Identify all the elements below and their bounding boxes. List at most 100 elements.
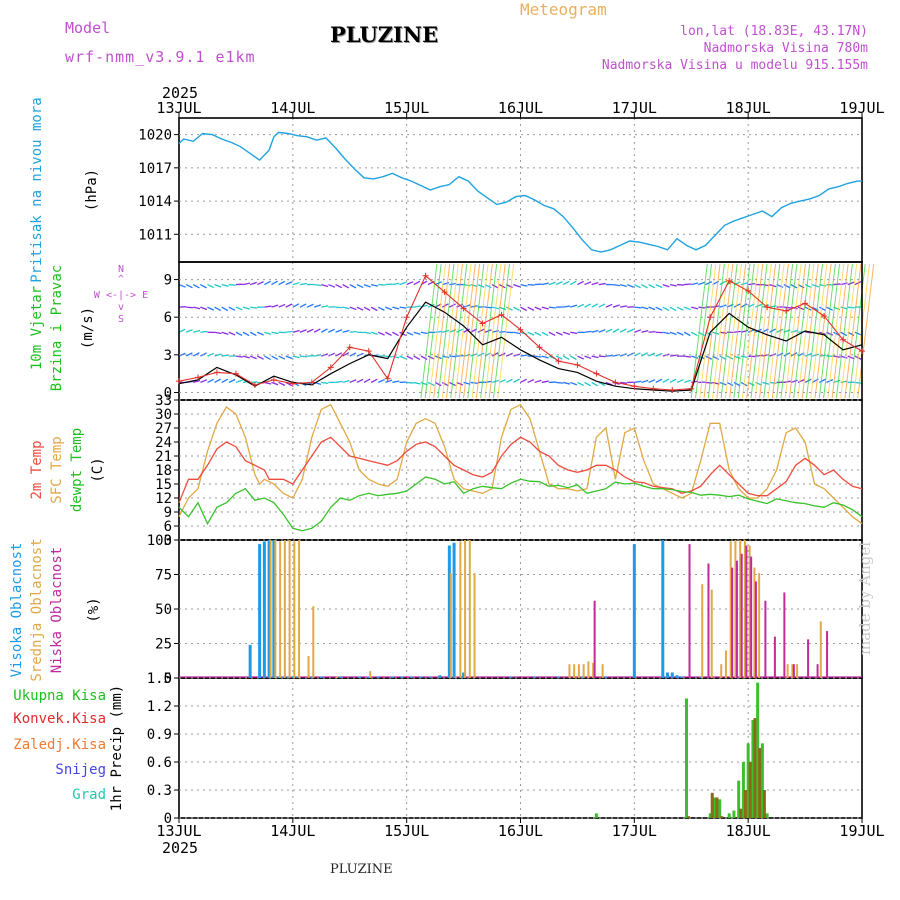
wind-band-arrow [392, 282, 400, 286]
wind-band-arrow [683, 306, 691, 311]
cloud-mid-bar [753, 567, 756, 678]
strong-wind-arrow [857, 263, 875, 399]
wind-band-arrow [591, 355, 599, 359]
wind-band-arrow [484, 306, 492, 309]
wind-band-arrow [584, 355, 592, 360]
wind-band-arrow [598, 329, 606, 333]
wind-band-arrow [520, 283, 528, 287]
wind-band-arrow [256, 281, 264, 286]
wind-band-arrow [385, 306, 393, 311]
wind-band-arrow [441, 303, 449, 308]
wind-band-arrow [491, 284, 499, 289]
y-tick-label: 30 [155, 407, 172, 423]
wind-band-arrow [562, 331, 571, 335]
wind-band-arrow [356, 378, 364, 384]
wind-band-arrow [285, 303, 293, 308]
wind-band-arrow [427, 355, 435, 360]
wind-band-arrow [200, 284, 207, 289]
wind-gust-marker [251, 381, 258, 388]
strong-wind-arrow [818, 263, 836, 399]
wind-band-arrow [335, 380, 343, 384]
wind-band-arrow [264, 355, 271, 360]
wind-band-arrow [413, 381, 421, 385]
wind-gust-marker [460, 305, 467, 312]
strong-wind-arrow [695, 263, 713, 399]
cloud-low-bar [688, 544, 691, 678]
y-tick-label: 1017 [138, 161, 172, 177]
temp2m-line [178, 436, 863, 503]
wind-band-arrow [435, 330, 443, 333]
wind-band-arrow [185, 352, 193, 357]
y-tick-label: 1011 [138, 227, 172, 243]
wind-band-arrow [377, 331, 385, 336]
cloud-high-bar [277, 676, 281, 678]
wind-band-arrow [370, 283, 379, 287]
y-tick-label: 0.3 [147, 783, 172, 799]
precip-total-bar [765, 813, 769, 818]
wind-band-arrow [612, 283, 621, 287]
wind-band-arrow [278, 303, 286, 308]
wind-band-arrow [833, 379, 841, 384]
wind-band-arrow [569, 280, 577, 286]
strong-wind-arrow [437, 263, 455, 399]
wind-band-arrow [541, 355, 549, 359]
wind-band-arrow [363, 306, 371, 312]
strong-wind-arrow [488, 263, 506, 399]
cloud-high-bar [666, 672, 670, 678]
model-label: Model [65, 19, 111, 37]
pressure-unit: (hPa) [84, 169, 100, 211]
wind-band-arrow [328, 283, 336, 288]
pressure-line [178, 131, 862, 253]
cloud-mid-bar [283, 540, 286, 678]
strong-wind-arrow [759, 263, 777, 399]
wind-band-arrow [449, 355, 457, 358]
cloud-low-bar [773, 636, 776, 678]
meteogram-title: Meteogram [520, 0, 607, 19]
strong-wind-arrow [463, 263, 481, 399]
wind-band-arrow [321, 305, 329, 308]
strong-wind-arrow [754, 263, 772, 399]
precip-total-bar [708, 813, 712, 818]
wind-band-arrow [655, 306, 663, 311]
wind-band-arrow [264, 331, 272, 336]
wind-band-arrow [705, 381, 713, 384]
wind-band-arrow [342, 284, 350, 289]
wind-band-arrow [320, 328, 328, 333]
wind-band-arrow [570, 304, 578, 308]
wind-band-arrow [192, 284, 200, 289]
wind-band-arrow [413, 305, 421, 308]
cloud-mid-bar [473, 573, 476, 678]
strong-wind-arrow [840, 263, 858, 399]
wind-band-arrow [847, 355, 855, 360]
strong-wind-arrow [480, 263, 498, 399]
compass-n-arrow: ^ [118, 274, 124, 285]
wind-label-2: Brzina i Pravac [49, 265, 65, 391]
cloud-high-bar [272, 540, 276, 678]
wind-band-arrow [385, 379, 393, 384]
wind-band-arrow [683, 331, 691, 337]
wind-band-arrow [221, 283, 229, 287]
y-tick-label: 75 [155, 568, 172, 584]
cloud-mid-bar [710, 589, 713, 678]
precip-conv-bar [762, 790, 766, 818]
y-tick-label: 3 [164, 348, 172, 364]
cloud-low-bar [745, 545, 748, 678]
wind-band-arrow [676, 331, 684, 336]
wind-band-arrow [662, 331, 670, 335]
wind-band-arrow [406, 355, 414, 360]
wind-band-arrow [698, 281, 706, 286]
wind-band-arrow [797, 306, 805, 311]
precip-total-bar [746, 743, 750, 818]
wind-band-arrow [313, 328, 321, 333]
wind-band-arrow [505, 306, 513, 311]
wind-band-arrow [563, 305, 571, 308]
x-tick-label-top: 15JUL [384, 99, 429, 117]
wind-band-arrow [335, 283, 343, 289]
strong-wind-arrow [814, 263, 832, 399]
precip-conv-bar [753, 718, 757, 818]
wind-band-arrow [555, 281, 563, 286]
precip-legend-item: Zaledj.Kisa [13, 737, 106, 753]
wind-band-arrow [648, 330, 656, 333]
station-title: PLUZINE [330, 22, 439, 47]
wind-band-arrow [399, 281, 407, 286]
